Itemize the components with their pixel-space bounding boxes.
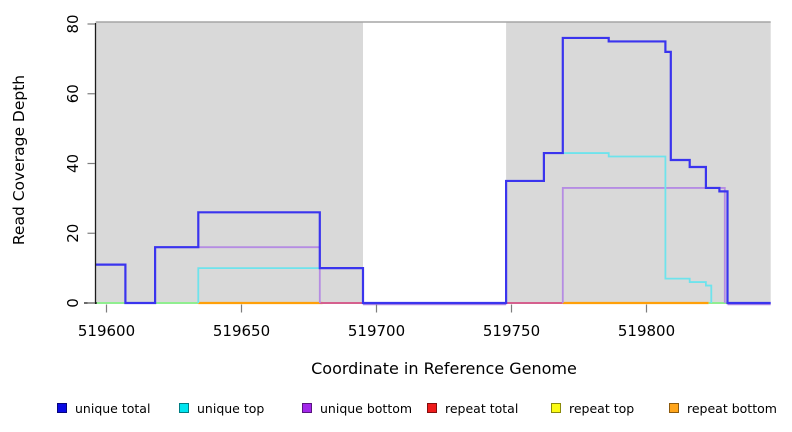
- unique-total-line: [95, 36, 771, 305]
- legend-label: repeat total: [445, 401, 519, 416]
- legend-item-repeat-top: repeat top: [551, 398, 634, 416]
- shaded-region-1: [95, 22, 363, 303]
- x-tick-label: 519800: [618, 322, 675, 340]
- legend-swatch-unique-bottom: [302, 402, 312, 413]
- unique-bottom-right-line: [561, 187, 726, 303]
- legend-swatch-unique-top: [179, 402, 189, 413]
- shaded-regions: [95, 21, 771, 303]
- legend-label: repeat bottom: [687, 401, 777, 416]
- legend-label: repeat top: [569, 401, 635, 416]
- y-tick-label: 40: [64, 154, 82, 173]
- y-tick-label: 80: [64, 14, 82, 33]
- x-tick-label: 519600: [78, 322, 135, 340]
- legend-item-repeat-total: repeat total: [427, 398, 518, 416]
- x-tick-label: 519750: [483, 322, 540, 340]
- legend-swatch-repeat-bottom: [669, 402, 679, 413]
- legend-item-unique-total: unique total: [57, 398, 150, 416]
- series-lines: [95, 36, 771, 306]
- y-axis-title: Read Coverage Depth: [10, 75, 28, 245]
- x-tick-label: 519650: [213, 322, 270, 340]
- legend-label: unique top: [197, 401, 265, 416]
- legend: unique total unique top unique bottom repea…: [0, 398, 792, 420]
- unique-top-left-line: [197, 267, 363, 303]
- shaded-region-2: [506, 22, 771, 303]
- legend-swatch-repeat-total: [427, 402, 437, 413]
- x-tick-label: 519700: [348, 322, 405, 340]
- legend-swatch-repeat-top: [551, 402, 561, 413]
- legend-label: unique total: [75, 401, 151, 416]
- y-tick-label: 60: [64, 84, 82, 103]
- legend-item-unique-top: unique top: [179, 398, 264, 416]
- legend-item-repeat-bottom: repeat bottom: [669, 398, 777, 416]
- legend-label: unique bottom: [320, 401, 413, 416]
- x-axis-title: Coordinate in Reference Genome: [311, 359, 577, 378]
- legend-swatch-unique-total: [57, 402, 67, 413]
- y-tick-label: 20: [64, 224, 82, 243]
- legend-item-unique-bottom: unique bottom: [302, 398, 412, 416]
- axes: 0 20 40 60 80 519600 519650 519700 519750 519800: [64, 14, 675, 340]
- y-tick-label: 0: [64, 298, 82, 308]
